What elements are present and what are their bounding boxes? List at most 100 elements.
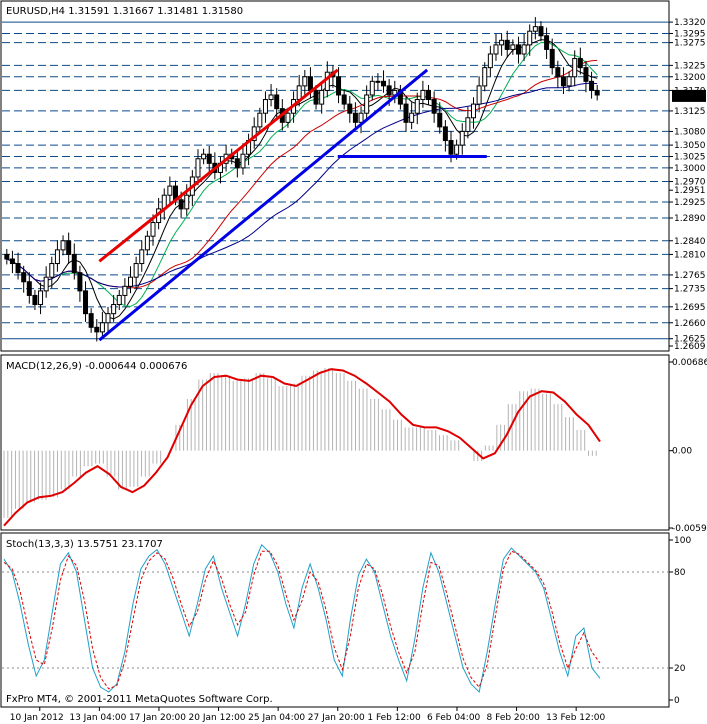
candle-body	[358, 112, 364, 123]
price-panel-title: EURUSD,H4 1.31591 1.31667 1.31481 1.3158…	[6, 6, 243, 17]
candle-body	[538, 26, 544, 37]
candle-body	[49, 263, 55, 278]
candle-body	[32, 294, 38, 306]
candle-body	[470, 103, 476, 119]
candle-body	[184, 194, 190, 210]
candle-body	[38, 290, 44, 306]
candle-body	[195, 158, 201, 178]
macd-signal-line	[3, 368, 601, 527]
current-price-badge	[672, 89, 706, 102]
candle-body	[482, 67, 488, 87]
candlesticks	[4, 17, 600, 342]
candle-body	[71, 253, 77, 274]
time-tick-label: 27 Jan 20:00	[308, 713, 365, 723]
candle-body	[566, 76, 572, 87]
candle-body	[4, 253, 10, 260]
trend-lines	[98, 68, 487, 342]
trend-line	[98, 68, 429, 342]
candle-body	[234, 158, 240, 169]
candle-body	[122, 285, 128, 296]
candle-body	[487, 53, 493, 69]
time-tick-label: 13 Feb 12:00	[546, 713, 605, 723]
candle-body	[544, 35, 550, 50]
candle-body	[527, 30, 533, 46]
price-tick-label: 1.3000	[674, 164, 706, 174]
candle-body	[240, 153, 246, 169]
price-tick-label: 1.2810	[674, 250, 706, 260]
candle-body	[493, 44, 499, 55]
candle-body	[583, 67, 589, 82]
price-tick-label: 1.3025	[674, 152, 706, 162]
price-tick-label: 1.2840	[674, 237, 706, 247]
moving-averages	[6, 39, 598, 320]
candle-body	[594, 89, 600, 96]
candle-body	[476, 85, 482, 105]
candle-body	[341, 94, 347, 105]
candle-body	[116, 294, 122, 306]
price-tick-label: 1.2890	[674, 214, 706, 224]
candle-body	[431, 99, 437, 114]
candle-body	[83, 290, 89, 315]
candle-body	[206, 153, 212, 164]
candle-body	[504, 39, 510, 50]
stochastic-axis: 100 80 20 0	[669, 536, 691, 706]
candle-body	[21, 272, 27, 283]
candle-body	[94, 326, 100, 333]
candle-body	[302, 76, 308, 87]
moving-average-line	[6, 39, 598, 320]
candle-body	[43, 276, 49, 292]
price-tick-label: 1.2925	[674, 198, 706, 208]
candle-body	[296, 85, 302, 101]
candle-body	[572, 58, 578, 78]
price-tick-label: 1.2970	[674, 178, 706, 188]
candle-body	[369, 80, 375, 96]
candle-body	[201, 153, 207, 160]
stoch-tick-label: 20	[674, 664, 686, 674]
stoch-panel-frame	[0, 532, 670, 708]
candle-body	[577, 58, 583, 69]
candle-body	[555, 67, 561, 78]
stoch-tick-label: 100	[674, 536, 691, 546]
candle-body	[66, 240, 72, 255]
candle-body	[26, 281, 32, 296]
price-tick-label: 1.3080	[674, 127, 706, 137]
candle-body	[9, 258, 15, 265]
price-tick-label: 1.2735	[674, 285, 706, 295]
candle-body	[336, 76, 342, 96]
stochastic-plot	[2, 543, 669, 694]
candle-body	[499, 39, 505, 46]
candle-body	[549, 48, 555, 69]
candle-body	[167, 185, 173, 196]
macd-tick-label: -0.00598	[672, 524, 707, 534]
candle-body	[60, 240, 66, 251]
candle-body	[262, 99, 268, 114]
candle-body	[178, 199, 184, 210]
candle-body	[15, 263, 21, 274]
candle-body	[386, 85, 392, 96]
candle-body	[347, 103, 353, 114]
price-tick-label: 1.2695	[674, 303, 706, 313]
price-tick-label: 1.3050	[674, 141, 706, 151]
candle-body	[285, 112, 291, 123]
candle-body	[532, 26, 538, 32]
price-panel-frame	[0, 0, 670, 352]
candle-body	[313, 89, 319, 105]
price-tick-label: 1.2660	[674, 319, 706, 329]
price-axis: 1.33201.32951.32751.32251.32001.31701.31…	[669, 18, 706, 352]
candle-body	[465, 117, 471, 132]
candle-body	[274, 94, 280, 110]
price-tick-label: 1.2625	[674, 335, 706, 345]
stoch-panel-title: Stoch(13,3,3) 13.5751 23.1707	[6, 539, 163, 550]
candle-body	[111, 304, 117, 315]
time-axis: 10 Jan 2012 13 Jan 04:00 17 Jan 20:00 20 Ja…	[10, 707, 605, 723]
candle-body	[459, 130, 465, 146]
candle-body	[448, 140, 454, 155]
moving-average-line	[6, 82, 598, 288]
time-tick-label: 20 Jan 12:00	[189, 713, 246, 723]
candle-body	[105, 313, 111, 324]
candle-body	[375, 80, 381, 83]
price-tick-label: 1.2765	[674, 271, 706, 281]
candle-body	[437, 112, 443, 128]
candle-body	[319, 89, 325, 105]
